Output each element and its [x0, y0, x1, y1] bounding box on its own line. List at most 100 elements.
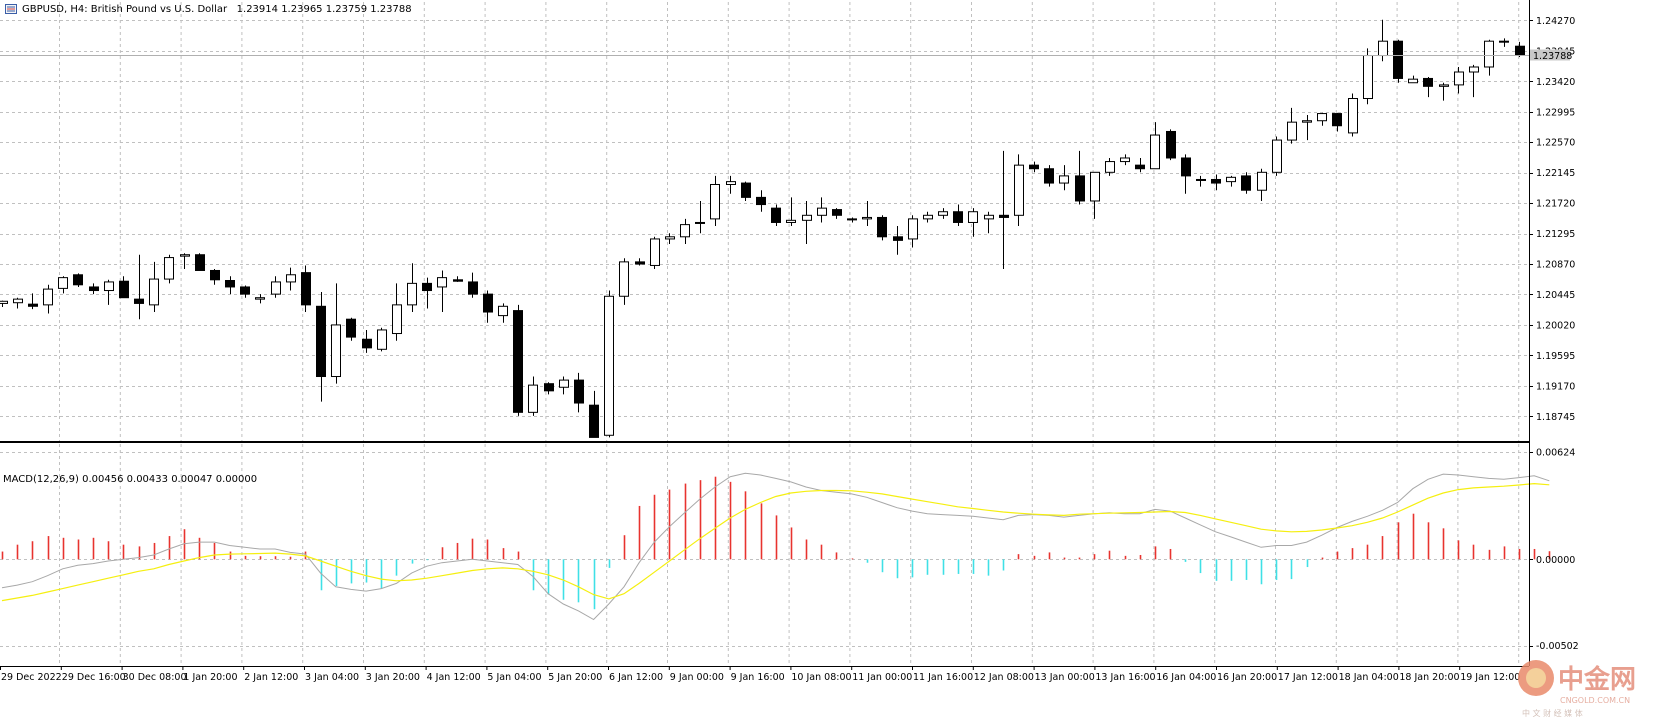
- candle-body: [316, 305, 326, 378]
- candle-body: [1181, 157, 1191, 177]
- watermark-domain: CNGOLD.COM.CN: [1560, 696, 1630, 705]
- candle-body: [832, 209, 842, 216]
- price-tick-label: 1.20445: [1536, 290, 1575, 301]
- candle-body: [528, 384, 538, 413]
- candle-body: [589, 404, 599, 438]
- time-tick-label: 29 Dec 2022: [1, 672, 62, 683]
- candle-body: [73, 274, 83, 286]
- candle-body: [1332, 113, 1342, 127]
- candle-body: [968, 211, 978, 223]
- chart-header: GBPUSD, H4: British Pound vs U.S. Dollar…: [22, 4, 412, 15]
- watermark-name: 中金网: [1558, 664, 1636, 695]
- time-tick-label: 2 Jan 12:00: [244, 672, 298, 683]
- candle-body: [1166, 130, 1176, 159]
- candle-body: [1302, 120, 1312, 123]
- candle-body: [164, 257, 174, 280]
- candle-body: [1075, 175, 1085, 202]
- candle-body: [877, 216, 887, 238]
- price-tick-label: 1.21720: [1536, 199, 1575, 210]
- price-axis: 1.242701.238451.234201.229951.225701.221…: [1529, 16, 1575, 423]
- price-tick-label: 1.24270: [1536, 16, 1575, 27]
- time-tick-label: 29 Dec 16:00: [62, 672, 126, 683]
- candle-body: [225, 280, 235, 288]
- candle-body: [1408, 78, 1418, 84]
- candle-body: [1150, 134, 1160, 170]
- candle-body: [1105, 161, 1115, 173]
- current-price-tag-bg: [1530, 49, 1570, 61]
- candle-body: [1499, 40, 1509, 43]
- candle-body: [635, 261, 645, 265]
- candle-body: [802, 214, 812, 221]
- candle-body: [1029, 164, 1039, 170]
- candle-body: [513, 310, 523, 413]
- candle-body: [346, 318, 356, 338]
- candle-body: [43, 288, 53, 306]
- candle-body: [1317, 113, 1327, 122]
- candle-body: [1348, 98, 1358, 134]
- price-tick-label: 1.20020: [1536, 320, 1575, 331]
- candle-body: [149, 278, 159, 306]
- time-tick-label: 4 Jan 12:00: [427, 672, 481, 683]
- time-tick-label: 17 Jan 12:00: [1278, 672, 1338, 683]
- time-tick-label: 9 Jan 00:00: [670, 672, 724, 683]
- candle-body: [1226, 176, 1236, 183]
- candle-body: [1484, 40, 1494, 68]
- price-tick-label: 1.19595: [1536, 351, 1575, 362]
- time-tick-label: 5 Jan 20:00: [548, 672, 602, 683]
- candle-body: [28, 303, 38, 307]
- candle-body: [195, 254, 205, 271]
- candle-body: [923, 214, 933, 220]
- candle-body: [817, 207, 827, 216]
- candle-body: [58, 277, 68, 289]
- candle-body: [544, 383, 554, 392]
- time-tick-label: 9 Jan 16:00: [731, 672, 785, 683]
- price-pane[interactable]: [0, 19, 1529, 438]
- candle-body: [1196, 178, 1206, 181]
- candle-body: [1423, 77, 1433, 87]
- price-tick-label: 1.22145: [1536, 168, 1575, 179]
- candle-body: [437, 277, 447, 288]
- candle-body: [771, 207, 781, 223]
- candle-body: [1120, 157, 1130, 163]
- time-tick-label: 5 Jan 04:00: [487, 672, 541, 683]
- price-tick-label: 1.22995: [1536, 107, 1575, 118]
- candle-body: [331, 324, 341, 378]
- candle-body: [1241, 175, 1251, 191]
- time-tick-label: 1 Jan 20:00: [183, 672, 237, 683]
- macd-pane[interactable]: [1, 472, 1551, 621]
- price-tick-label: 1.22570: [1536, 138, 1575, 149]
- candle-body: [1272, 139, 1282, 173]
- candle-body: [756, 196, 766, 206]
- macd-tick-label: 0.00624: [1536, 447, 1575, 458]
- price-tick-label: 1.19170: [1536, 381, 1575, 392]
- candle-body: [695, 221, 705, 224]
- candle-body: [377, 329, 387, 350]
- candlestick-series: [0, 19, 1525, 438]
- price-tick-label: 1.20870: [1536, 260, 1575, 271]
- candle-body: [726, 181, 736, 185]
- time-tick-label: 3 Jan 20:00: [366, 672, 420, 683]
- chart-window-icon: [5, 4, 17, 14]
- candle-body: [1044, 168, 1054, 184]
- time-tick-label: 13 Jan 16:00: [1095, 672, 1155, 683]
- candle-body: [286, 274, 296, 283]
- candle-body: [1014, 164, 1024, 216]
- candle-body: [1090, 171, 1100, 202]
- watermark: 中金网 CNGOLD.COM.CN 中 文 财 经 媒 体: [1518, 660, 1636, 718]
- time-tick-label: 16 Jan 04:00: [1156, 672, 1216, 683]
- candle-body: [89, 286, 99, 292]
- candle-body: [1257, 171, 1267, 191]
- macd-tick-label: 0.00000: [1536, 555, 1575, 566]
- candle-body: [938, 211, 948, 216]
- candle-body: [498, 305, 508, 317]
- time-tick-label: 10 Jan 08:00: [791, 672, 851, 683]
- candle-body: [908, 218, 918, 240]
- candle-body: [847, 218, 857, 221]
- candle-body: [483, 293, 493, 313]
- time-tick-label: 11 Jan 00:00: [852, 672, 912, 683]
- time-tick-label: 11 Jan 16:00: [913, 672, 973, 683]
- candle-body: [0, 300, 8, 304]
- candle-body: [453, 279, 463, 282]
